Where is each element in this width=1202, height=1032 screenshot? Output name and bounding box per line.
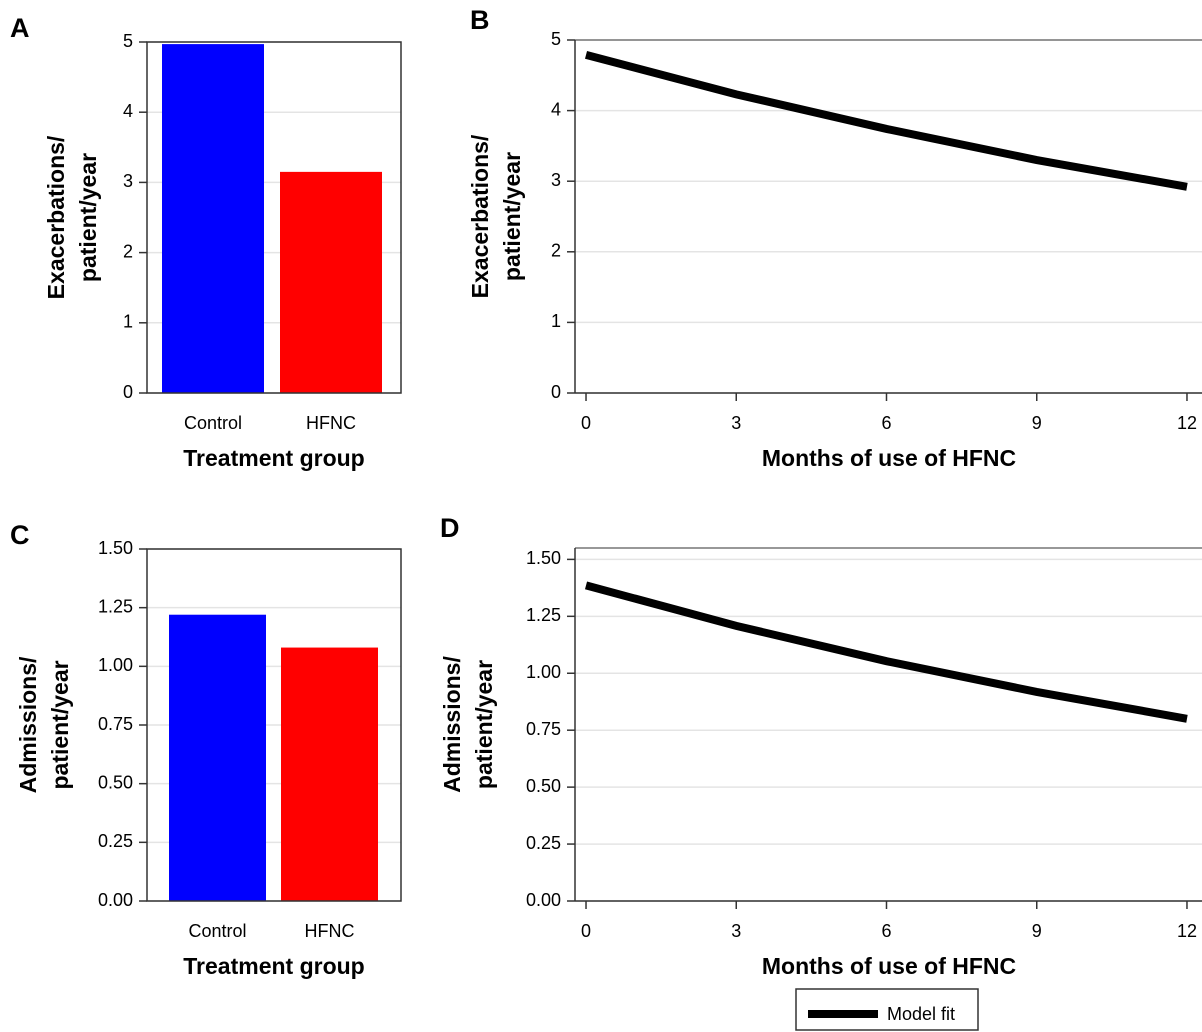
x-tick-label: HFNC xyxy=(305,921,355,941)
y-tick-label: 3 xyxy=(123,171,133,191)
x-tick-label: 9 xyxy=(1032,921,1042,941)
y-axis-label: Admissions/ xyxy=(15,656,41,793)
y-tick-label: 0 xyxy=(551,382,561,402)
bar xyxy=(280,171,382,393)
y-axis-label: Admissions/ xyxy=(439,656,465,793)
y-axis-label: Exacerbations/ xyxy=(43,135,69,299)
x-axis-label: Treatment group xyxy=(183,445,364,471)
y-tick-label: 5 xyxy=(551,29,561,49)
x-tick-label: HFNC xyxy=(306,413,356,433)
y-tick-label: 5 xyxy=(123,31,133,51)
panel-letter: D xyxy=(440,513,460,543)
y-tick-label: 1.25 xyxy=(98,596,133,616)
y-axis-label: patient/year xyxy=(471,660,497,789)
y-tick-label: 0.50 xyxy=(98,772,133,792)
y-tick-label: 0.00 xyxy=(526,890,561,910)
y-tick-label: 0.00 xyxy=(98,890,133,910)
x-tick-label: 6 xyxy=(881,921,891,941)
y-tick-label: 0.25 xyxy=(526,833,561,853)
x-axis-label: Months of use of HFNC xyxy=(762,445,1016,471)
x-tick-label: Control xyxy=(188,921,246,941)
x-tick-label: 3 xyxy=(731,921,741,941)
x-tick-label: 9 xyxy=(1032,413,1042,433)
legend-box xyxy=(795,988,979,1031)
y-tick-label: 1.00 xyxy=(526,662,561,682)
panel-letter: A xyxy=(10,13,30,43)
y-tick-label: 1.50 xyxy=(526,548,561,568)
y-axis-label: Exacerbations/ xyxy=(467,134,493,298)
y-tick-label: 0 xyxy=(123,382,133,402)
x-tick-label: 12 xyxy=(1177,921,1197,941)
y-tick-label: 3 xyxy=(551,170,561,190)
x-tick-label: 0 xyxy=(581,413,591,433)
y-tick-label: 2 xyxy=(551,241,561,261)
frame xyxy=(146,41,402,394)
panel-letter: B xyxy=(470,5,490,35)
y-axis-label: patient/year xyxy=(499,152,525,281)
x-axis-label: Treatment group xyxy=(183,953,364,979)
y-tick-label: 4 xyxy=(551,99,561,119)
y-tick-label: 0.50 xyxy=(526,776,561,796)
y-tick-label: 1.25 xyxy=(526,605,561,625)
x-tick-label: Control xyxy=(184,413,242,433)
x-tick-label: 12 xyxy=(1177,413,1197,433)
x-tick-label: 6 xyxy=(881,413,891,433)
y-axis-label: patient/year xyxy=(75,153,101,282)
y-tick-label: 0.25 xyxy=(98,831,133,851)
y-axis-label: patient/year xyxy=(47,660,73,789)
y-tick-label: 0.75 xyxy=(526,719,561,739)
panel-letter: C xyxy=(10,520,30,550)
x-tick-label: 3 xyxy=(731,413,741,433)
frame xyxy=(146,548,402,902)
y-tick-label: 1 xyxy=(551,311,561,331)
y-tick-label: 0.75 xyxy=(98,714,133,734)
bar xyxy=(162,44,264,394)
x-tick-label: 0 xyxy=(581,921,591,941)
model-line xyxy=(584,581,1188,723)
bar xyxy=(169,614,266,901)
y-tick-label: 2 xyxy=(123,241,133,261)
bar xyxy=(281,647,378,901)
y-tick-label: 4 xyxy=(123,101,133,121)
y-tick-label: 1 xyxy=(123,312,133,332)
x-axis-label: Months of use of HFNC xyxy=(762,953,1016,979)
legend-label: Model fit xyxy=(887,1004,955,1024)
model-line xyxy=(585,50,1188,191)
y-tick-label: 1.00 xyxy=(98,655,133,675)
y-tick-label: 1.50 xyxy=(98,538,133,558)
